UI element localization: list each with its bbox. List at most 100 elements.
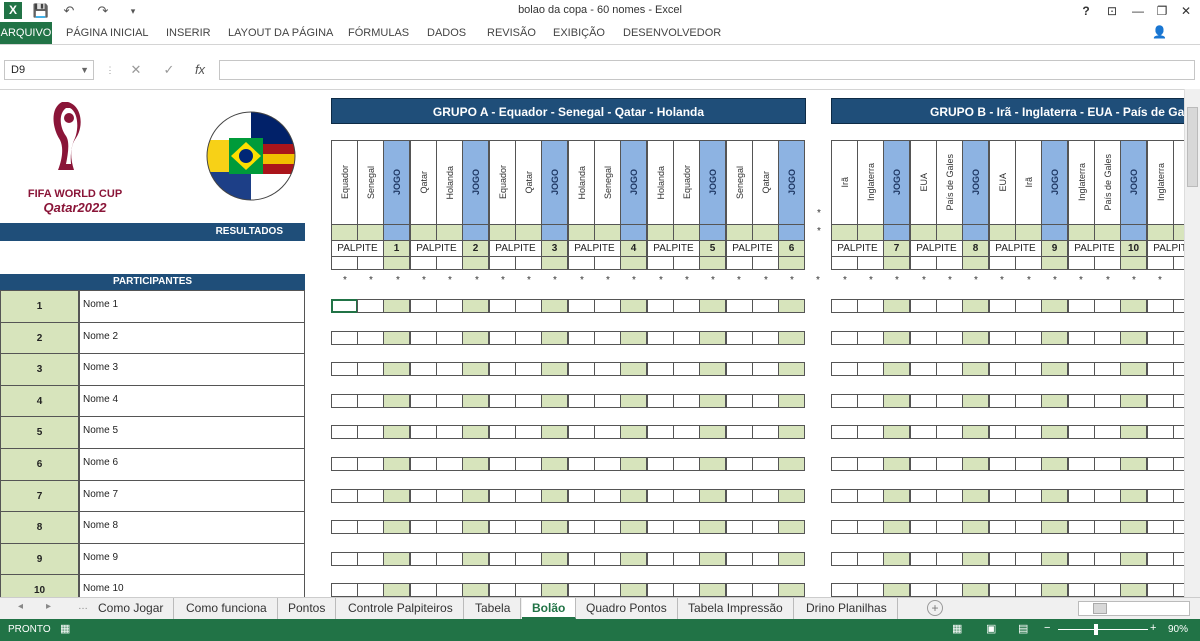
zoom-slider-handle[interactable] [1094,624,1098,635]
blank-cell[interactable] [410,256,437,270]
prediction-home-input[interactable] [910,394,937,408]
prediction-away-input[interactable] [673,489,700,503]
prediction-home-input[interactable] [726,552,753,566]
prediction-home-input[interactable] [331,299,358,313]
participant-name[interactable]: Nome 10 [79,574,305,597]
match-result-away-cell[interactable] [594,224,621,241]
prediction-away-input[interactable] [936,425,963,439]
prediction-home-input[interactable] [331,457,358,471]
prediction-away-input[interactable] [357,457,384,471]
prediction-away-input[interactable] [1173,457,1184,471]
blank-cell[interactable] [568,256,595,270]
prediction-home-input[interactable] [410,520,437,534]
participant-name[interactable]: Nome 1 [79,290,305,323]
prediction-home-input[interactable] [989,552,1016,566]
prediction-home-input[interactable] [489,457,516,471]
sheet-tab-5[interactable]: Bolão [522,598,577,619]
prediction-away-input[interactable] [936,520,963,534]
prediction-away-input[interactable] [1173,362,1184,376]
macro-record-icon[interactable]: ▦ [60,623,71,635]
new-sheet-icon[interactable]: + [927,600,943,616]
prediction-away-input[interactable] [936,362,963,376]
prediction-away-input[interactable] [436,489,463,503]
prediction-away-input[interactable] [1094,331,1121,345]
user-icon[interactable]: 👤 [1152,25,1167,39]
prediction-home-input[interactable] [568,583,595,597]
match-result-home-cell[interactable] [568,224,595,241]
tab-pagina-inicial[interactable]: PÁGINA INICIAL [66,27,149,39]
prediction-away-input[interactable] [673,299,700,313]
sheet-tab-0[interactable]: Como Jogar [88,598,175,619]
prediction-away-input[interactable] [594,299,621,313]
prediction-home-input[interactable] [831,362,858,376]
tab-inserir[interactable]: INSERIR [166,27,211,39]
match-result-home-cell[interactable] [831,224,858,241]
match-result-home-cell[interactable] [489,224,516,241]
prediction-away-input[interactable] [673,552,700,566]
match-result-away-cell[interactable] [357,224,384,241]
prediction-away-input[interactable] [1173,583,1184,597]
prediction-away-input[interactable] [752,552,779,566]
match-result-away-cell[interactable] [752,224,779,241]
sheet-tab-2[interactable]: Pontos [278,598,337,619]
prediction-away-input[interactable] [515,331,542,345]
prediction-home-input[interactable] [726,457,753,471]
prediction-home-input[interactable] [910,299,937,313]
prediction-away-input[interactable] [1015,457,1042,471]
prediction-home-input[interactable] [331,552,358,566]
prediction-home-input[interactable] [489,489,516,503]
worksheet-grid[interactable]: FIFA WORLD CUP Qatar2022 RESULTADOS GRUP… [0,89,1184,597]
prediction-away-input[interactable] [594,394,621,408]
blank-cell[interactable] [673,256,700,270]
prediction-home-input[interactable] [568,520,595,534]
blank-cell[interactable] [620,256,647,270]
sheet-tab-8[interactable]: Drino Planilhas [796,598,898,619]
next-sheet-icon[interactable]: ▸ [46,601,52,612]
blank-cell[interactable] [357,256,384,270]
prediction-home-input[interactable] [410,457,437,471]
prediction-away-input[interactable] [752,394,779,408]
vertical-scrollbar[interactable] [1184,89,1200,597]
prediction-away-input[interactable] [673,331,700,345]
prediction-home-input[interactable] [1147,583,1174,597]
customize-quick-access-icon[interactable]: ▾ [130,6,136,16]
prediction-away-input[interactable] [1173,552,1184,566]
sheet-tab-1[interactable]: Como funciona [176,598,278,619]
blank-cell[interactable] [857,256,884,270]
prev-sheet-icon[interactable]: ◂ [18,601,24,612]
prediction-home-input[interactable] [1068,489,1095,503]
blank-cell[interactable] [1041,256,1068,270]
redo-icon[interactable]: ↷ [97,3,109,18]
prediction-home-input[interactable] [989,394,1016,408]
participant-name[interactable]: Nome 7 [79,480,305,513]
prediction-home-input[interactable] [726,299,753,313]
match-result-home-cell[interactable] [910,224,937,241]
prediction-away-input[interactable] [436,457,463,471]
prediction-away-input[interactable] [857,394,884,408]
prediction-home-input[interactable] [647,489,674,503]
prediction-home-input[interactable] [647,457,674,471]
prediction-home-input[interactable] [1068,552,1095,566]
tab-exibicao[interactable]: EXIBIÇÃO [553,27,605,39]
prediction-home-input[interactable] [1147,520,1174,534]
prediction-home-input[interactable] [647,425,674,439]
match-result-home-cell[interactable] [989,224,1016,241]
prediction-home-input[interactable] [331,583,358,597]
horizontal-scrollbar[interactable] [1078,601,1190,616]
prediction-away-input[interactable] [594,552,621,566]
prediction-away-input[interactable] [357,552,384,566]
prediction-home-input[interactable] [726,394,753,408]
prediction-home-input[interactable] [1068,394,1095,408]
prediction-away-input[interactable] [436,331,463,345]
prediction-home-input[interactable] [831,489,858,503]
match-result-away-cell[interactable] [1094,224,1121,241]
prediction-away-input[interactable] [515,552,542,566]
prediction-away-input[interactable] [515,457,542,471]
prediction-away-input[interactable] [1173,299,1184,313]
prediction-away-input[interactable] [436,299,463,313]
prediction-away-input[interactable] [857,331,884,345]
prediction-home-input[interactable] [489,362,516,376]
prediction-away-input[interactable] [357,489,384,503]
prediction-home-input[interactable] [910,552,937,566]
prediction-home-input[interactable] [1147,457,1174,471]
